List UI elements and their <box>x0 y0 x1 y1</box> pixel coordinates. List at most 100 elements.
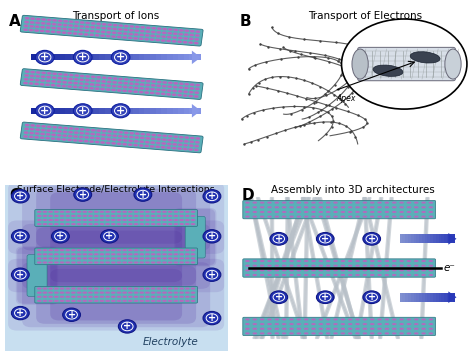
Ellipse shape <box>100 84 106 87</box>
Ellipse shape <box>85 26 90 28</box>
Ellipse shape <box>282 264 286 267</box>
Ellipse shape <box>156 219 161 221</box>
Point <box>312 99 319 104</box>
Ellipse shape <box>46 129 51 132</box>
Bar <box>110 108 116 114</box>
Ellipse shape <box>37 253 42 256</box>
FancyBboxPatch shape <box>8 220 224 292</box>
Ellipse shape <box>178 86 183 89</box>
Point <box>324 88 331 93</box>
Ellipse shape <box>69 74 73 76</box>
Ellipse shape <box>128 33 133 36</box>
Ellipse shape <box>128 90 133 93</box>
Ellipse shape <box>156 215 161 217</box>
Ellipse shape <box>48 249 53 251</box>
Ellipse shape <box>24 131 28 134</box>
Ellipse shape <box>245 274 250 276</box>
Ellipse shape <box>297 206 301 208</box>
Point <box>339 65 346 70</box>
Ellipse shape <box>65 261 70 264</box>
FancyArrow shape <box>192 51 201 64</box>
Ellipse shape <box>139 249 144 251</box>
Ellipse shape <box>384 274 389 276</box>
Circle shape <box>134 188 152 201</box>
Ellipse shape <box>40 29 45 32</box>
Ellipse shape <box>133 144 138 147</box>
Ellipse shape <box>128 37 133 39</box>
Ellipse shape <box>57 134 62 137</box>
Ellipse shape <box>30 17 35 20</box>
Bar <box>167 54 173 60</box>
Ellipse shape <box>162 28 167 31</box>
Ellipse shape <box>245 206 250 208</box>
Ellipse shape <box>71 219 76 221</box>
Ellipse shape <box>88 223 93 225</box>
Ellipse shape <box>179 215 184 217</box>
Ellipse shape <box>107 81 112 83</box>
FancyBboxPatch shape <box>20 122 203 153</box>
Bar <box>133 54 139 60</box>
Ellipse shape <box>84 136 89 139</box>
Ellipse shape <box>333 318 338 321</box>
Point <box>302 96 310 102</box>
Ellipse shape <box>29 78 34 81</box>
Ellipse shape <box>156 88 161 91</box>
Ellipse shape <box>134 257 138 260</box>
Ellipse shape <box>71 249 76 251</box>
Ellipse shape <box>150 88 155 91</box>
Ellipse shape <box>140 137 145 139</box>
Ellipse shape <box>139 37 144 40</box>
Ellipse shape <box>399 318 404 321</box>
Ellipse shape <box>94 296 99 298</box>
Bar <box>419 293 422 302</box>
Bar <box>422 234 425 244</box>
Bar <box>416 293 419 302</box>
Text: +: + <box>78 53 87 62</box>
Ellipse shape <box>173 219 178 221</box>
Ellipse shape <box>179 136 184 138</box>
Ellipse shape <box>151 296 155 298</box>
FancyBboxPatch shape <box>17 247 57 304</box>
Ellipse shape <box>111 223 116 225</box>
Ellipse shape <box>184 140 189 143</box>
Ellipse shape <box>128 219 133 221</box>
Ellipse shape <box>399 260 404 262</box>
Ellipse shape <box>326 211 330 213</box>
Ellipse shape <box>282 332 286 334</box>
Ellipse shape <box>51 84 55 87</box>
Ellipse shape <box>155 92 160 95</box>
Ellipse shape <box>34 83 39 85</box>
Bar <box>405 293 408 302</box>
Ellipse shape <box>428 332 433 334</box>
Bar <box>173 108 178 114</box>
Bar <box>65 54 71 60</box>
Ellipse shape <box>73 32 78 35</box>
Point <box>330 92 338 98</box>
Ellipse shape <box>407 260 411 262</box>
Ellipse shape <box>190 30 195 33</box>
Ellipse shape <box>134 29 139 32</box>
Ellipse shape <box>48 253 53 256</box>
Ellipse shape <box>326 206 330 208</box>
Ellipse shape <box>37 211 42 213</box>
Ellipse shape <box>340 211 345 213</box>
Ellipse shape <box>399 328 404 330</box>
Ellipse shape <box>71 261 76 264</box>
Point <box>325 55 332 61</box>
Bar <box>411 234 413 244</box>
Ellipse shape <box>112 138 117 141</box>
Ellipse shape <box>173 211 178 213</box>
Ellipse shape <box>194 38 199 40</box>
Ellipse shape <box>407 332 411 334</box>
Ellipse shape <box>133 91 138 93</box>
Ellipse shape <box>65 223 70 225</box>
Ellipse shape <box>185 300 190 302</box>
Ellipse shape <box>399 323 404 325</box>
Ellipse shape <box>139 223 144 225</box>
Ellipse shape <box>140 30 145 33</box>
Ellipse shape <box>128 211 133 213</box>
Ellipse shape <box>173 223 178 225</box>
Ellipse shape <box>348 269 353 272</box>
Ellipse shape <box>172 143 177 146</box>
Ellipse shape <box>71 211 76 213</box>
